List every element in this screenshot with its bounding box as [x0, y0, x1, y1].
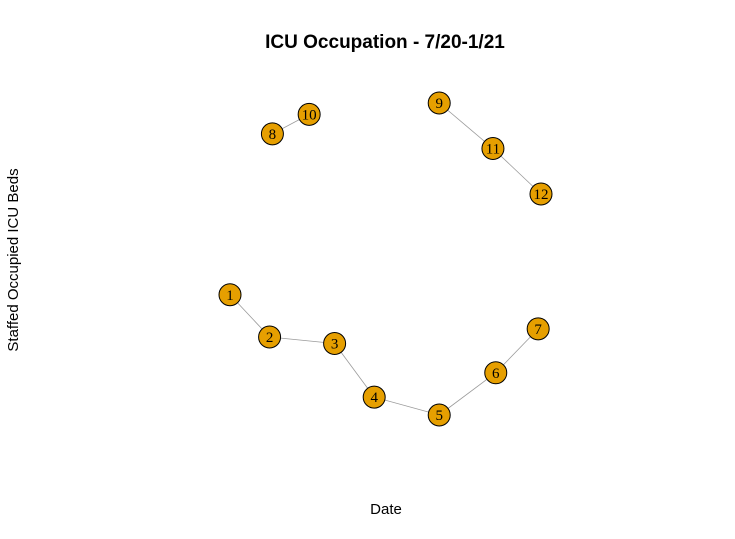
node-circle: [484, 361, 508, 385]
node-circle: [481, 137, 505, 160]
node-label: 3: [331, 337, 339, 353]
node-label: 11: [486, 142, 500, 158]
node-10: 10: [297, 102, 321, 126]
node-circle: [427, 403, 451, 427]
node-label: 9: [435, 96, 443, 112]
node-label: 12: [534, 187, 549, 203]
node-circle: [427, 91, 451, 115]
node-3: 3: [323, 332, 347, 355]
edge-5-6: [438, 372, 497, 416]
node-circle: [260, 122, 284, 146]
node-label: 1: [226, 288, 234, 304]
node-11: 11: [481, 137, 505, 160]
node-circle: [297, 102, 321, 126]
node-1: 1: [218, 283, 242, 307]
node-9: 9: [427, 91, 451, 115]
node-circle: [323, 332, 347, 355]
node-7: 7: [526, 317, 550, 341]
node-8: 8: [260, 122, 284, 146]
node-2: 2: [258, 325, 282, 349]
node-label: 7: [534, 322, 542, 338]
node-6: 6: [484, 361, 508, 385]
node-label: 4: [370, 390, 378, 406]
node-5: 5: [427, 403, 451, 427]
chart-title: ICU Occupation - 7/20-1/21: [265, 32, 505, 53]
node-12: 12: [529, 182, 553, 206]
node-circle: [526, 317, 550, 341]
x-axis-label: Date: [370, 501, 402, 518]
node-label: 10: [302, 107, 317, 123]
edge-9-11: [438, 102, 494, 149]
node-circle: [362, 385, 386, 409]
node-label: 8: [269, 127, 277, 143]
node-4: 4: [362, 385, 386, 409]
node-circle: [529, 182, 553, 206]
node-label: 5: [435, 408, 443, 424]
node-label: 6: [492, 366, 500, 382]
node-label: 2: [266, 330, 274, 346]
node-circle: [218, 283, 242, 307]
y-axis-label: Staffed Occupied ICU Beds: [5, 168, 22, 351]
node-circle: [258, 325, 282, 349]
